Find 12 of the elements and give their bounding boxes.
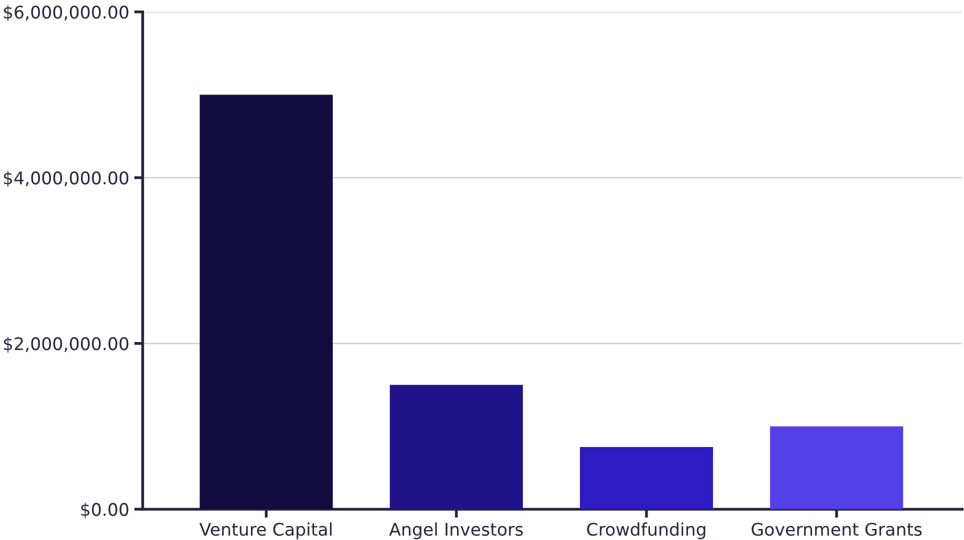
x-tick-label: Crowdfunding [587, 522, 706, 540]
x-tick-label: Angel Investors [389, 522, 523, 540]
x-tick-label: Government Grants [752, 522, 922, 536]
bar [390, 384, 523, 510]
bar [580, 447, 714, 510]
bar [770, 426, 904, 510]
x-tick-label: Venture Capital [199, 522, 332, 540]
y-tick-label: $4,000,000.00 [4, 171, 128, 187]
y-tick-label: $0.00 [81, 502, 128, 518]
y-tick-label: $2,000,000.00 [4, 336, 128, 353]
bar [200, 94, 333, 510]
y-tick-label: $6,000,000.00 [4, 5, 128, 22]
